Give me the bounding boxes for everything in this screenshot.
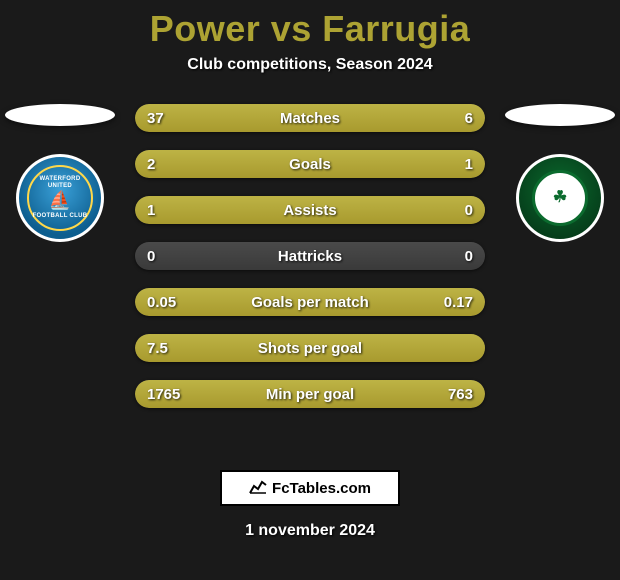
ellipse-right <box>505 104 615 126</box>
stat-bar: 37Matches6 <box>135 104 485 132</box>
subtitle: Club competitions, Season 2024 <box>0 56 620 74</box>
chart-icon <box>249 480 267 496</box>
stat-bar: 1765Min per goal763 <box>135 380 485 408</box>
page-title: Power vs Farrugia <box>0 0 620 50</box>
crest-right-inner: ☘ <box>532 170 588 226</box>
stat-label: Goals per match <box>135 294 485 311</box>
stat-label: Hattricks <box>135 248 485 265</box>
stat-value-right: 763 <box>448 386 473 403</box>
stat-bar: 0.05Goals per match0.17 <box>135 288 485 316</box>
stat-label: Assists <box>135 202 485 219</box>
stat-value-right: 1 <box>465 156 473 173</box>
stat-bar: 0Hattricks0 <box>135 242 485 270</box>
date-label: 1 november 2024 <box>0 522 620 540</box>
boat-icon: ⛵ <box>49 191 71 211</box>
brand-label: FcTables.com <box>272 480 371 497</box>
ellipse-left <box>5 104 115 126</box>
crest-left: WATERFORD UNITED ⛵ FOOTBALL CLUB <box>16 154 104 242</box>
stat-value-right: 6 <box>465 110 473 127</box>
shamrock-icon: ☘ <box>553 189 567 207</box>
stat-bars: 37Matches62Goals11Assists00Hattricks00.0… <box>135 104 485 408</box>
stat-value-right: 0.17 <box>444 294 473 311</box>
stat-value-right: 0 <box>465 202 473 219</box>
crest-left-bot-text: FOOTBALL CLUB <box>33 213 88 220</box>
stat-value-right: 0 <box>465 248 473 265</box>
stat-label: Min per goal <box>135 386 485 403</box>
stat-label: Shots per goal <box>135 340 485 357</box>
crest-left-inner: WATERFORD UNITED ⛵ FOOTBALL CLUB <box>27 165 93 231</box>
team-left-column: WATERFORD UNITED ⛵ FOOTBALL CLUB <box>0 104 120 242</box>
stat-bar: 1Assists0 <box>135 196 485 224</box>
stat-label: Matches <box>135 110 485 127</box>
brand-box: FcTables.com <box>220 470 400 506</box>
stat-bar: 7.5Shots per goal <box>135 334 485 362</box>
team-right-column: ☘ <box>500 104 620 242</box>
crest-left-top-text: WATERFORD UNITED <box>29 176 91 189</box>
crest-right: ☘ <box>516 154 604 242</box>
comparison-area: WATERFORD UNITED ⛵ FOOTBALL CLUB ☘ 37Mat… <box>0 104 620 444</box>
stat-label: Goals <box>135 156 485 173</box>
stat-bar: 2Goals1 <box>135 150 485 178</box>
